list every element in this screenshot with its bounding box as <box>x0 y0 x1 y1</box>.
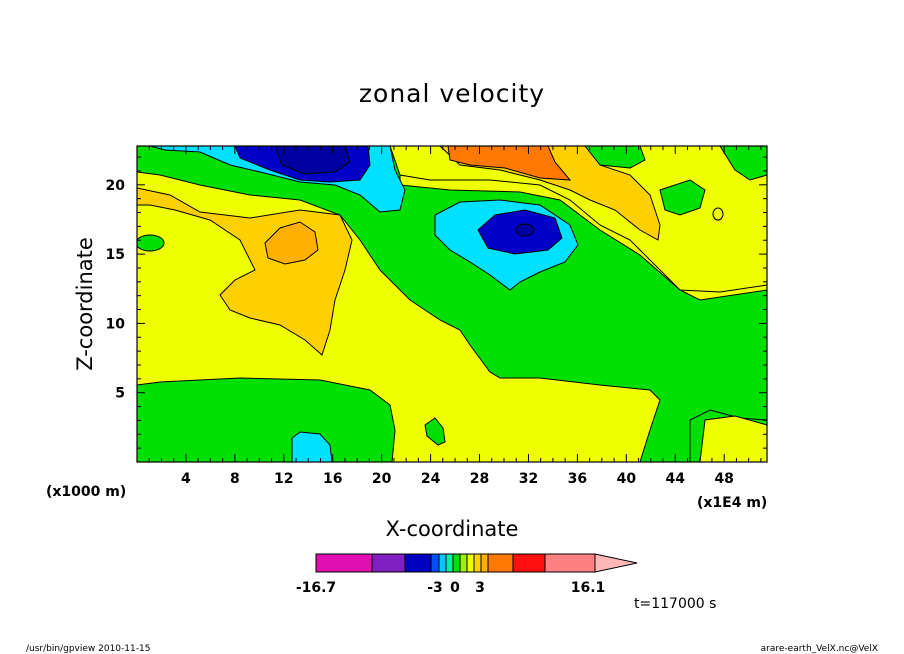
chart-title: zonal velocity <box>359 79 545 108</box>
y-tick-label: 5 <box>115 386 125 402</box>
x-tick-label: 32 <box>519 471 538 487</box>
x-tick-label: 28 <box>470 471 489 487</box>
colorbar-segment <box>480 553 489 573</box>
colorbar-segment <box>459 553 468 573</box>
x-tick-label: 40 <box>617 471 637 487</box>
contour-region <box>137 146 767 462</box>
x-tick-label: 20 <box>372 471 392 487</box>
x-tick-label: 8 <box>230 471 240 487</box>
x-tick-label: 24 <box>421 471 441 487</box>
contour-region <box>712 207 724 221</box>
contour-region <box>137 377 396 462</box>
colorbar-tick-label: 16.1 <box>571 580 606 596</box>
colorbar-segment <box>466 553 475 573</box>
contour-region <box>699 415 767 462</box>
colorbar-segment <box>473 553 482 573</box>
contour-region <box>447 146 572 181</box>
plot-frame <box>136 145 768 463</box>
colorbar-tick-label: 3 <box>475 580 485 596</box>
y-tick-label: 15 <box>106 247 125 263</box>
x-tick-label: 4 <box>181 471 191 487</box>
x-axis-label: X-coordinate <box>386 517 519 541</box>
contour-region <box>659 179 706 216</box>
contour-region <box>274 146 351 175</box>
contour-region <box>291 431 333 462</box>
x-unit-left: (x1000 m) <box>46 484 126 500</box>
y-axis-label: Z-coordinate <box>73 237 97 371</box>
colorbar-extend-arrow <box>594 553 638 573</box>
colorbar-segment <box>544 553 596 573</box>
colorbar-tick-label: -16.7 <box>296 580 336 596</box>
colorbar-segment <box>315 553 373 573</box>
x-tick-label: 36 <box>568 471 587 487</box>
y-tick-label: 20 <box>106 178 126 194</box>
colorbar-segment <box>445 553 454 573</box>
colorbar-segment <box>438 553 447 573</box>
contour-region <box>424 417 446 446</box>
time-label: t=117000 s <box>634 596 716 612</box>
colorbar <box>315 553 638 573</box>
colorbar-segment <box>404 553 432 573</box>
x-unit-right: (x1E4 m) <box>697 495 767 511</box>
colorbar-segment <box>430 553 440 573</box>
colorbar-tick-label: 0 <box>450 580 460 596</box>
colorbar-segment <box>452 553 461 573</box>
colorbar-segment <box>487 553 514 573</box>
x-tick-label: 12 <box>274 471 293 487</box>
contour-region <box>137 234 165 252</box>
contour-region <box>515 223 535 237</box>
contour-region <box>389 146 767 293</box>
contour-field <box>137 146 767 462</box>
footer-left: /usr/bin/gpview 2010-11-15 <box>26 644 150 654</box>
x-axis-ticks: 4 8 12 16 20 24 28 32 36 40 44 48 <box>148 146 762 487</box>
colorbar-tick-label: -3 <box>427 580 443 596</box>
colorbar-segment <box>512 553 546 573</box>
x-tick-label: 16 <box>323 471 342 487</box>
colorbar-segment <box>371 553 406 573</box>
y-axis-ticks: 5 10 15 20 <box>106 156 767 449</box>
x-tick-label: 44 <box>666 471 686 487</box>
colorbar-ticks: -16.7 -3 0 3 16.1 <box>296 580 605 596</box>
contour-region <box>264 221 319 265</box>
contour-region <box>439 146 661 241</box>
y-tick-label: 10 <box>106 316 126 332</box>
footer-right: arare-earth_VelX.nc@VelX <box>761 644 878 654</box>
x-tick-label: 48 <box>714 471 733 487</box>
contour-region <box>719 146 767 181</box>
